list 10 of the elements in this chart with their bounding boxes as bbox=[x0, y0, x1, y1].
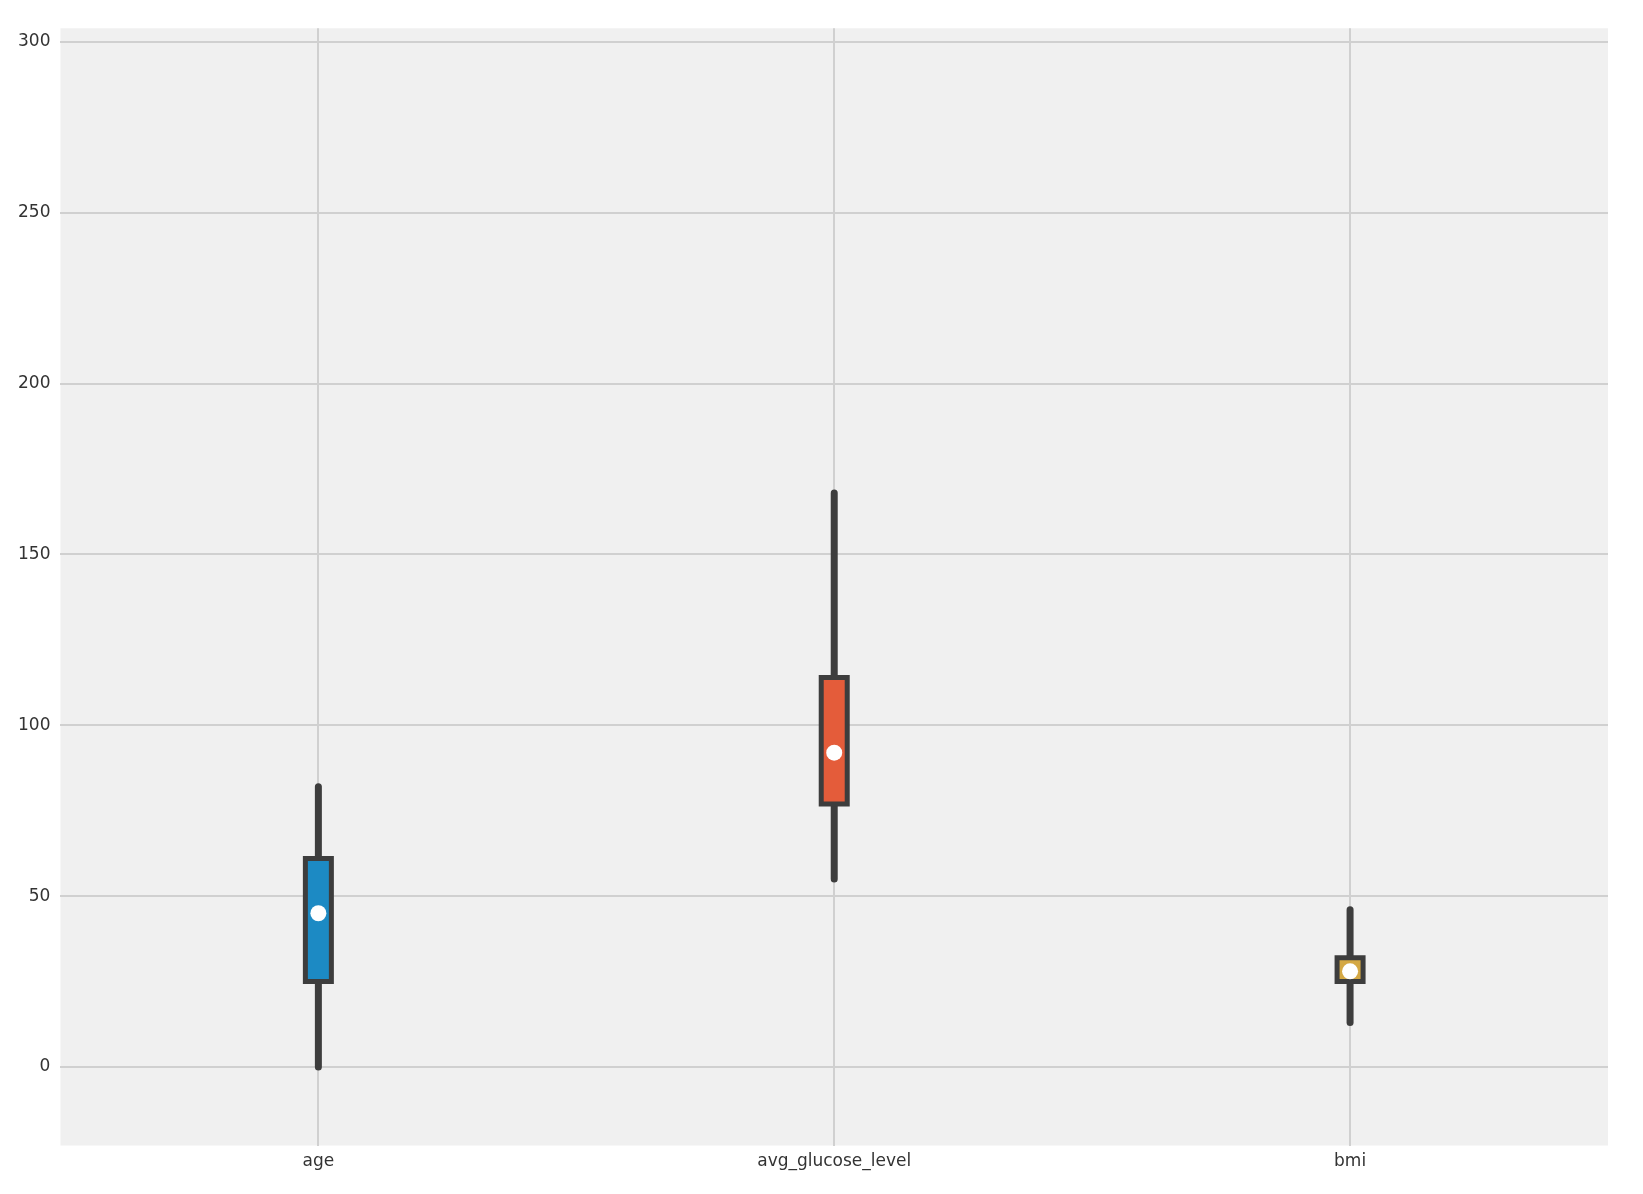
x-tick-label: avg_glucose_level bbox=[757, 1150, 912, 1172]
x-tick-label: age bbox=[302, 1150, 335, 1171]
y-tick-label: 150 bbox=[17, 542, 51, 563]
y-tick-label: 300 bbox=[17, 30, 51, 51]
x-tick-label: bmi bbox=[1334, 1150, 1367, 1171]
y-tick-label: 100 bbox=[17, 713, 51, 734]
y-tick-label: 0 bbox=[39, 1055, 51, 1076]
y-tick-label: 250 bbox=[17, 201, 51, 222]
y-tick-label: 200 bbox=[17, 372, 51, 392]
y-tick-label: 50 bbox=[28, 884, 51, 905]
